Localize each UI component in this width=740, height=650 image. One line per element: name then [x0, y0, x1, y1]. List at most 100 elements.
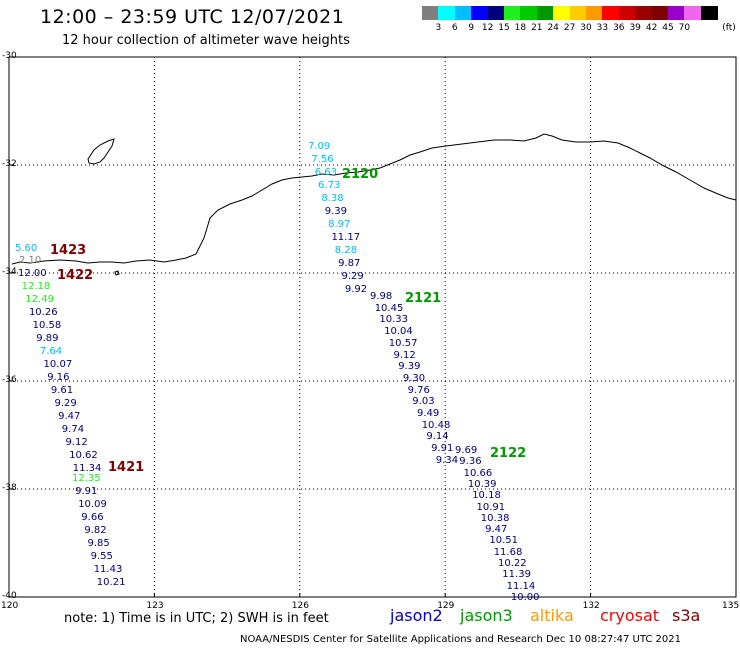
longitude-label: 129	[437, 601, 455, 611]
color-scale-label: 12	[481, 23, 494, 33]
color-scale-label: 42	[645, 23, 658, 33]
wave-height-value: 11.14	[506, 580, 536, 592]
wave-height-value: 10.91	[476, 501, 506, 513]
wave-height-value: 8.38	[321, 193, 344, 204]
color-swatch	[700, 6, 718, 20]
color-scale-label: 21	[531, 23, 543, 33]
wave-height-value: 9.36	[459, 456, 482, 468]
longitude-label: 120	[1, 601, 19, 611]
graticule	[9, 57, 736, 597]
wave-height-value: 11.43	[93, 564, 123, 575]
wave-height-value: 10.33	[379, 314, 409, 326]
color-swatch	[602, 6, 620, 20]
longitude-label: 135	[722, 601, 740, 611]
satellite-legend-item: jason2	[390, 606, 443, 625]
wave-height-value: 9.14	[426, 431, 449, 443]
wave-height-value: 9.55	[90, 551, 113, 562]
wave-height-value: 9.98	[370, 291, 393, 302]
wave-height-value: 9.89	[36, 333, 59, 344]
wave-height-value: 9.49	[417, 408, 440, 419]
wave-height-value: 9.39	[324, 206, 348, 217]
color-scale-label: 36	[613, 23, 625, 33]
longitude-label: 123	[146, 601, 164, 611]
wave-height-value: 2.10	[19, 255, 42, 266]
color-swatch	[520, 6, 538, 20]
wave-height-value: 6.63	[314, 167, 337, 178]
wave-height-value: 9.69	[455, 445, 478, 456]
kangaroo-island	[87, 138, 115, 165]
map-subtitle: 12 hour collection of altimeter wave hei…	[62, 33, 350, 48]
wave-height-value: 9.87	[338, 258, 361, 269]
color-swatch	[635, 6, 653, 20]
color-scale-label: 33	[596, 23, 609, 33]
wave-height-value: 10.48	[421, 419, 451, 431]
small-island	[114, 270, 120, 276]
wave-height-value: 9.74	[61, 424, 85, 435]
longitude-label: 126	[291, 601, 309, 611]
cycle-label: 2121	[405, 291, 442, 306]
color-swatch	[422, 6, 439, 20]
wave-height-value: 9.03	[412, 396, 435, 408]
wave-height-value: 9.61	[50, 385, 74, 396]
wave-height-value: 9.92	[344, 284, 368, 295]
color-swatch	[586, 6, 603, 20]
cycle-label: 1423	[50, 243, 87, 258]
wave-height-value: 10.00	[510, 591, 540, 603]
wave-height-value: 10.57	[388, 337, 418, 349]
wave-height-value: 9.29	[54, 398, 77, 409]
wave-height-value: 10.62	[69, 450, 98, 461]
wave-height-value: 6.73	[318, 180, 341, 191]
wave-height-value: 7.56	[311, 154, 334, 165]
map-title: 12:00 – 23:59 UTC 12/07/2021	[40, 6, 345, 28]
wave-height-value: 8.97	[328, 219, 351, 230]
wave-height-value: 12.18	[21, 281, 51, 292]
color-swatch	[487, 6, 505, 20]
color-scale-label: 45	[662, 23, 674, 33]
color-swatch	[684, 6, 702, 20]
latitude-label: -38	[2, 483, 17, 493]
color-scale-label: 27	[563, 23, 576, 33]
wave-height-value: 9.91	[75, 486, 98, 497]
latitude-label: -36	[2, 375, 17, 385]
wave-height-value: 12.49	[25, 294, 54, 305]
color-swatch	[569, 6, 587, 20]
wave-height-value: 11.17	[331, 232, 361, 243]
wave-height-value: 10.09	[78, 499, 107, 510]
wave-height-value: 9.47	[58, 411, 81, 422]
color-scale-label: 39	[629, 23, 641, 33]
wave-height-value: 10.18	[472, 490, 501, 502]
wave-height-value: 8.28	[334, 245, 358, 256]
color-scale-label: 70	[678, 23, 691, 33]
wave-height-value: 10.38	[480, 512, 510, 524]
map-frame	[8, 56, 737, 598]
color-swatch	[504, 6, 521, 20]
footer-credit: NOAA/NESDIS Center for Satellite Applica…	[240, 634, 682, 645]
wave-height-value: 11.39	[502, 569, 531, 581]
satellite-legend-item: s3a	[672, 606, 701, 625]
wave-height-value: 9.76	[407, 384, 430, 396]
color-scale-label: 3	[435, 23, 442, 33]
wave-height-value: 9.82	[84, 525, 107, 536]
satellite-legend-item: altika	[530, 606, 574, 625]
cycle-label: 1422	[57, 268, 94, 283]
wave-height-value: 10.21	[96, 577, 126, 588]
wave-height-value: 10.58	[32, 320, 62, 331]
color-scale-unit: (ft)	[722, 23, 736, 33]
wave-height-value: 7.64	[39, 346, 63, 357]
wave-height-value: 5.60	[15, 243, 38, 254]
wave-height-value: 9.47	[485, 524, 508, 536]
color-swatch	[668, 6, 685, 20]
wave-height-value: 9.12	[393, 349, 416, 361]
wave-height-value: 9.66	[81, 512, 104, 523]
color-scale-label: 6	[451, 23, 458, 33]
color-scale-label: 15	[498, 23, 510, 33]
color-scale-label: 24	[547, 23, 559, 33]
wave-height-value: 7.09	[308, 141, 331, 152]
wave-height-value: 9.16	[47, 372, 70, 383]
wave-height-value: 10.04	[384, 326, 413, 338]
wave-height-value: 9.85	[87, 538, 110, 549]
latitude-label: -32	[2, 159, 17, 169]
latitude-label: -40	[2, 591, 17, 601]
cycle-label: 1421	[108, 460, 145, 475]
